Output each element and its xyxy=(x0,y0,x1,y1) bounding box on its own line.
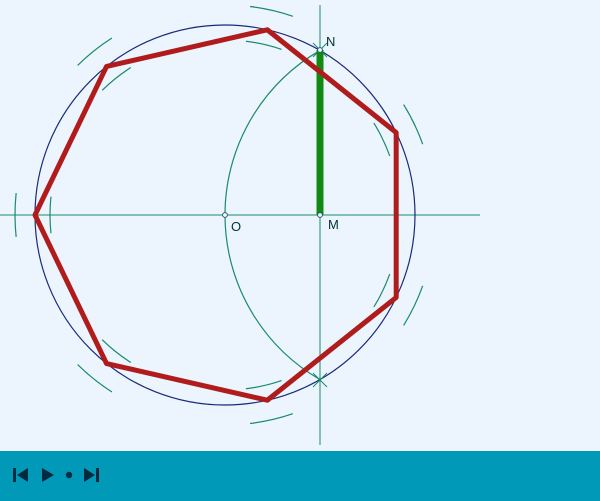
point-label-N: N xyxy=(326,34,335,49)
skip-end-icon xyxy=(82,466,100,484)
skip-end-button[interactable] xyxy=(80,463,102,487)
point-label-M: M xyxy=(328,217,339,232)
step-dot-button[interactable] xyxy=(63,463,75,487)
step-dot-icon xyxy=(64,466,74,484)
app-window: O M N xyxy=(0,0,600,501)
playback-toolbar xyxy=(0,451,600,501)
figure-svg: O M N xyxy=(0,0,600,451)
skip-start-icon xyxy=(12,466,30,484)
drawing-canvas: O M N xyxy=(0,0,600,452)
play-icon xyxy=(39,466,57,484)
point-label-O: O xyxy=(231,219,241,234)
skip-start-button[interactable] xyxy=(10,463,32,487)
play-button[interactable] xyxy=(37,463,59,487)
